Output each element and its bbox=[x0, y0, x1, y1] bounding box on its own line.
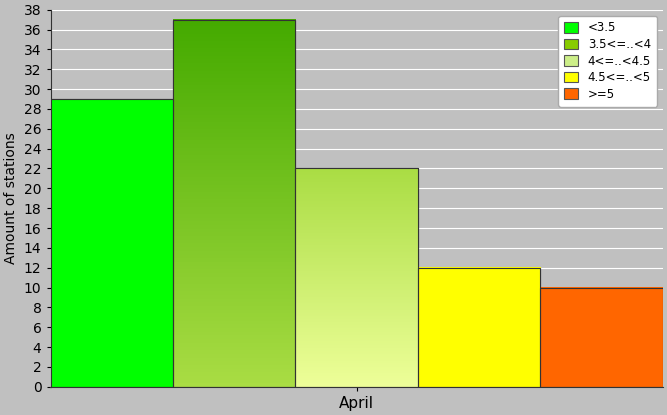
Legend: <3.5, 3.5<=..<4, 4<=..<4.5, 4.5<=..<5, >=5: <3.5, 3.5<=..<4, 4<=..<4.5, 4.5<=..<5, >… bbox=[558, 16, 657, 107]
Bar bbox=[418, 268, 540, 387]
Y-axis label: Amount of stations: Amount of stations bbox=[4, 132, 18, 264]
Bar bbox=[295, 168, 418, 387]
Bar bbox=[418, 268, 540, 387]
Bar bbox=[173, 20, 295, 387]
Bar bbox=[173, 20, 295, 387]
Bar bbox=[51, 99, 173, 387]
Bar bbox=[540, 288, 663, 387]
Bar bbox=[295, 168, 418, 387]
Bar bbox=[51, 99, 173, 387]
Bar bbox=[540, 288, 663, 387]
